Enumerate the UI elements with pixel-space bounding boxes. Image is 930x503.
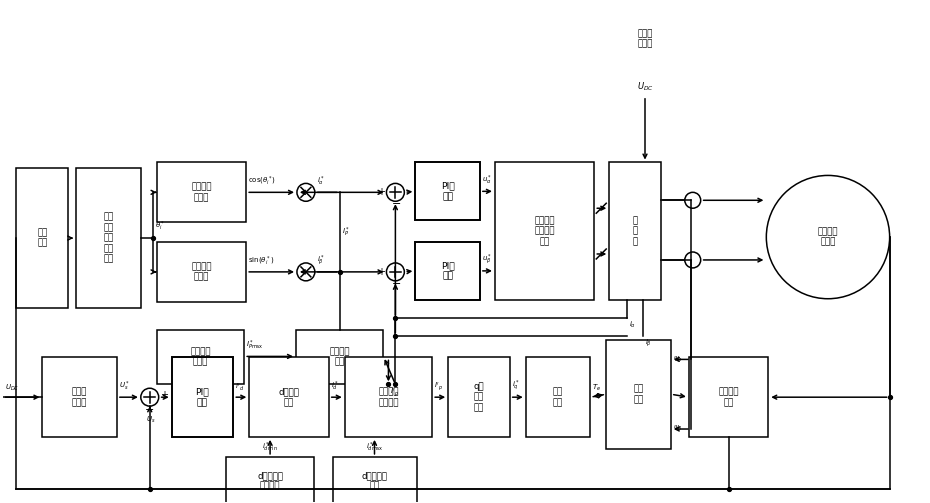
Text: $U_s^*$: $U_s^*$ bbox=[119, 380, 130, 393]
Text: $T_e$: $T_e$ bbox=[592, 383, 602, 393]
Text: $U_{DC}$: $U_{DC}$ bbox=[5, 383, 19, 393]
Bar bbox=[416, 242, 480, 300]
Text: 脉冲
输入: 脉冲 输入 bbox=[37, 228, 47, 248]
Text: $i_\alpha$: $i_\alpha$ bbox=[629, 319, 636, 330]
Bar bbox=[43, 358, 117, 437]
Text: $I_{P\rm{max}}^*$: $I_{P\rm{max}}^*$ bbox=[246, 339, 264, 353]
Text: 混合式步
进电机: 混合式步 进电机 bbox=[817, 227, 838, 247]
Text: $i_q^*$: $i_q^*$ bbox=[512, 379, 519, 393]
Text: −: − bbox=[392, 279, 401, 289]
Text: q轴
电流
计算: q轴 电流 计算 bbox=[473, 382, 485, 412]
Text: 脉宽调制
及功率管
驱动: 脉宽调制 及功率管 驱动 bbox=[535, 216, 555, 246]
Bar bbox=[448, 358, 510, 437]
Text: $i_d^*$: $i_d^*$ bbox=[331, 380, 339, 393]
Bar bbox=[17, 169, 68, 308]
Bar bbox=[249, 358, 329, 437]
Text: $U_s$: $U_s$ bbox=[146, 415, 155, 426]
Text: +: + bbox=[378, 267, 385, 277]
Text: 电压幅值
计算: 电压幅值 计算 bbox=[718, 387, 738, 407]
Text: 正弦信号
发生器: 正弦信号 发生器 bbox=[192, 262, 212, 282]
Text: $\psi_\alpha$: $\psi_\alpha$ bbox=[672, 355, 683, 364]
Bar bbox=[345, 358, 432, 437]
Text: $\sin(\theta_i^*)$: $\sin(\theta_i^*)$ bbox=[248, 255, 274, 268]
Text: $i_{d\rm{max}}^*$: $i_{d\rm{max}}^*$ bbox=[365, 441, 383, 454]
Circle shape bbox=[297, 263, 315, 281]
Text: d轴电流最
小初始值: d轴电流最 小初始值 bbox=[257, 471, 283, 490]
Circle shape bbox=[140, 388, 159, 406]
Text: 电流
给定
相位
角发
生器: 电流 给定 相位 角发 生器 bbox=[103, 213, 113, 264]
Text: $I'_p$: $I'_p$ bbox=[391, 386, 399, 399]
Text: 电流幅值
最大值: 电流幅值 最大值 bbox=[191, 347, 211, 367]
Text: $i'_d$: $i'_d$ bbox=[235, 382, 245, 393]
Text: $i_{d\rm{min}}^*$: $i_{d\rm{min}}^*$ bbox=[262, 441, 278, 454]
Text: $U_{DC}$: $U_{DC}$ bbox=[637, 81, 654, 94]
Text: $i_\beta^*$: $i_\beta^*$ bbox=[317, 254, 325, 268]
Text: $i_\beta$: $i_\beta$ bbox=[645, 338, 652, 349]
Circle shape bbox=[297, 184, 315, 201]
Bar bbox=[416, 162, 480, 220]
Text: 电压给
定计算: 电压给 定计算 bbox=[72, 387, 87, 407]
Text: PI调
节器: PI调 节器 bbox=[195, 387, 209, 407]
Text: $I'_p$: $I'_p$ bbox=[434, 381, 444, 393]
Bar bbox=[76, 169, 140, 308]
Bar bbox=[157, 329, 245, 384]
Text: 磁链
估计: 磁链 估计 bbox=[633, 384, 644, 404]
Circle shape bbox=[684, 252, 700, 268]
Text: $\theta_i^*$: $\theta_i^*$ bbox=[154, 220, 165, 233]
Text: $i_\alpha^*$: $i_\alpha^*$ bbox=[317, 175, 325, 188]
Bar bbox=[495, 162, 594, 300]
Circle shape bbox=[387, 263, 405, 281]
Text: $\cos(\theta_i^*)$: $\cos(\theta_i^*)$ bbox=[248, 175, 276, 188]
Bar bbox=[609, 162, 661, 300]
Bar bbox=[296, 329, 383, 384]
Bar bbox=[226, 457, 313, 503]
Bar bbox=[157, 242, 246, 302]
Text: 逆
变
桥: 逆 变 桥 bbox=[632, 216, 638, 246]
Text: +: + bbox=[160, 390, 167, 400]
Text: d轴电流
限幅: d轴电流 限幅 bbox=[279, 387, 299, 407]
Text: $\psi_\beta$: $\psi_\beta$ bbox=[672, 424, 683, 434]
Bar bbox=[689, 358, 768, 437]
Circle shape bbox=[766, 176, 890, 299]
Text: $u_\alpha^*$: $u_\alpha^*$ bbox=[482, 174, 492, 187]
Bar bbox=[525, 358, 591, 437]
Text: −: − bbox=[145, 405, 154, 415]
Text: +: + bbox=[378, 187, 385, 197]
Text: d轴电流最
大值: d轴电流最 大值 bbox=[362, 471, 388, 490]
Text: $I_P^*$: $I_P^*$ bbox=[341, 225, 350, 239]
Text: 电流幅值
限幅: 电流幅值 限幅 bbox=[329, 347, 350, 367]
Bar bbox=[606, 340, 671, 449]
Text: 转矩
估计: 转矩 估计 bbox=[552, 387, 563, 407]
Bar bbox=[172, 358, 233, 437]
Text: 直流母
线电压: 直流母 线电压 bbox=[637, 29, 653, 49]
Text: −: − bbox=[392, 199, 401, 209]
Bar bbox=[157, 162, 246, 222]
Circle shape bbox=[387, 184, 405, 201]
Circle shape bbox=[684, 192, 700, 208]
Text: PI调
节器: PI调 节器 bbox=[441, 182, 455, 201]
Text: $u_\beta^*$: $u_\beta^*$ bbox=[482, 253, 492, 267]
Text: PI调
节器: PI调 节器 bbox=[441, 261, 455, 281]
Text: 电流幅值
给定计算: 电流幅值 给定计算 bbox=[379, 387, 399, 407]
Text: 余弦信号
发生器: 余弦信号 发生器 bbox=[192, 183, 212, 202]
Bar bbox=[333, 457, 418, 503]
